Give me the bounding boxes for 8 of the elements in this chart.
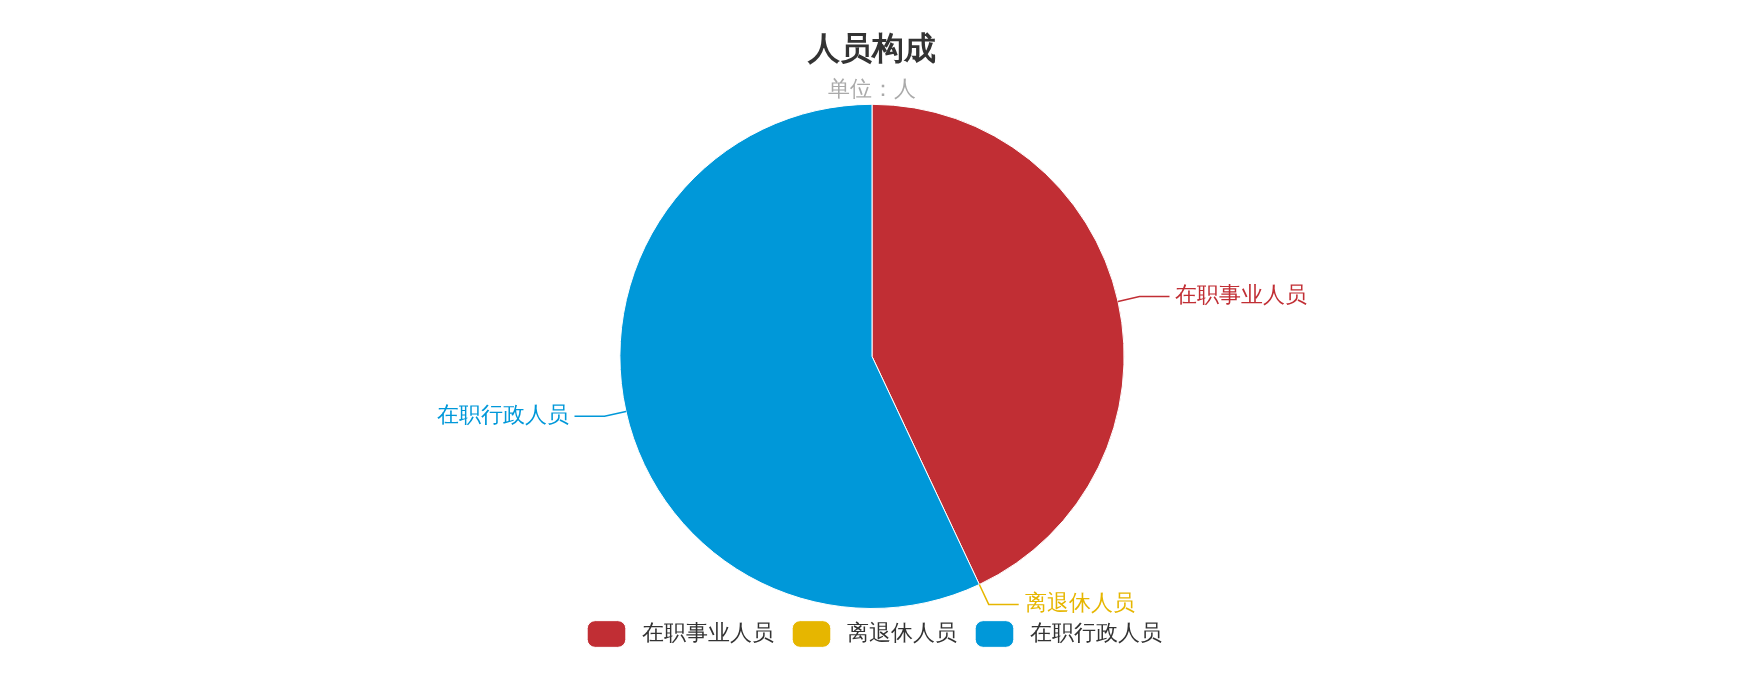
legend-label: 在职事业人员 [641, 619, 774, 645]
chart-subtitle: 单位：人 [828, 76, 916, 102]
slice-label: 在职行政人员 [436, 401, 569, 427]
legend-label: 离退休人员 [846, 619, 957, 645]
legend-label: 在职行政人员 [1029, 619, 1162, 645]
chart-title: 人员构成 [807, 28, 936, 67]
category-label: 离退休人员 [1024, 590, 1135, 616]
slice-label: 在职事业人员 [1175, 282, 1308, 308]
